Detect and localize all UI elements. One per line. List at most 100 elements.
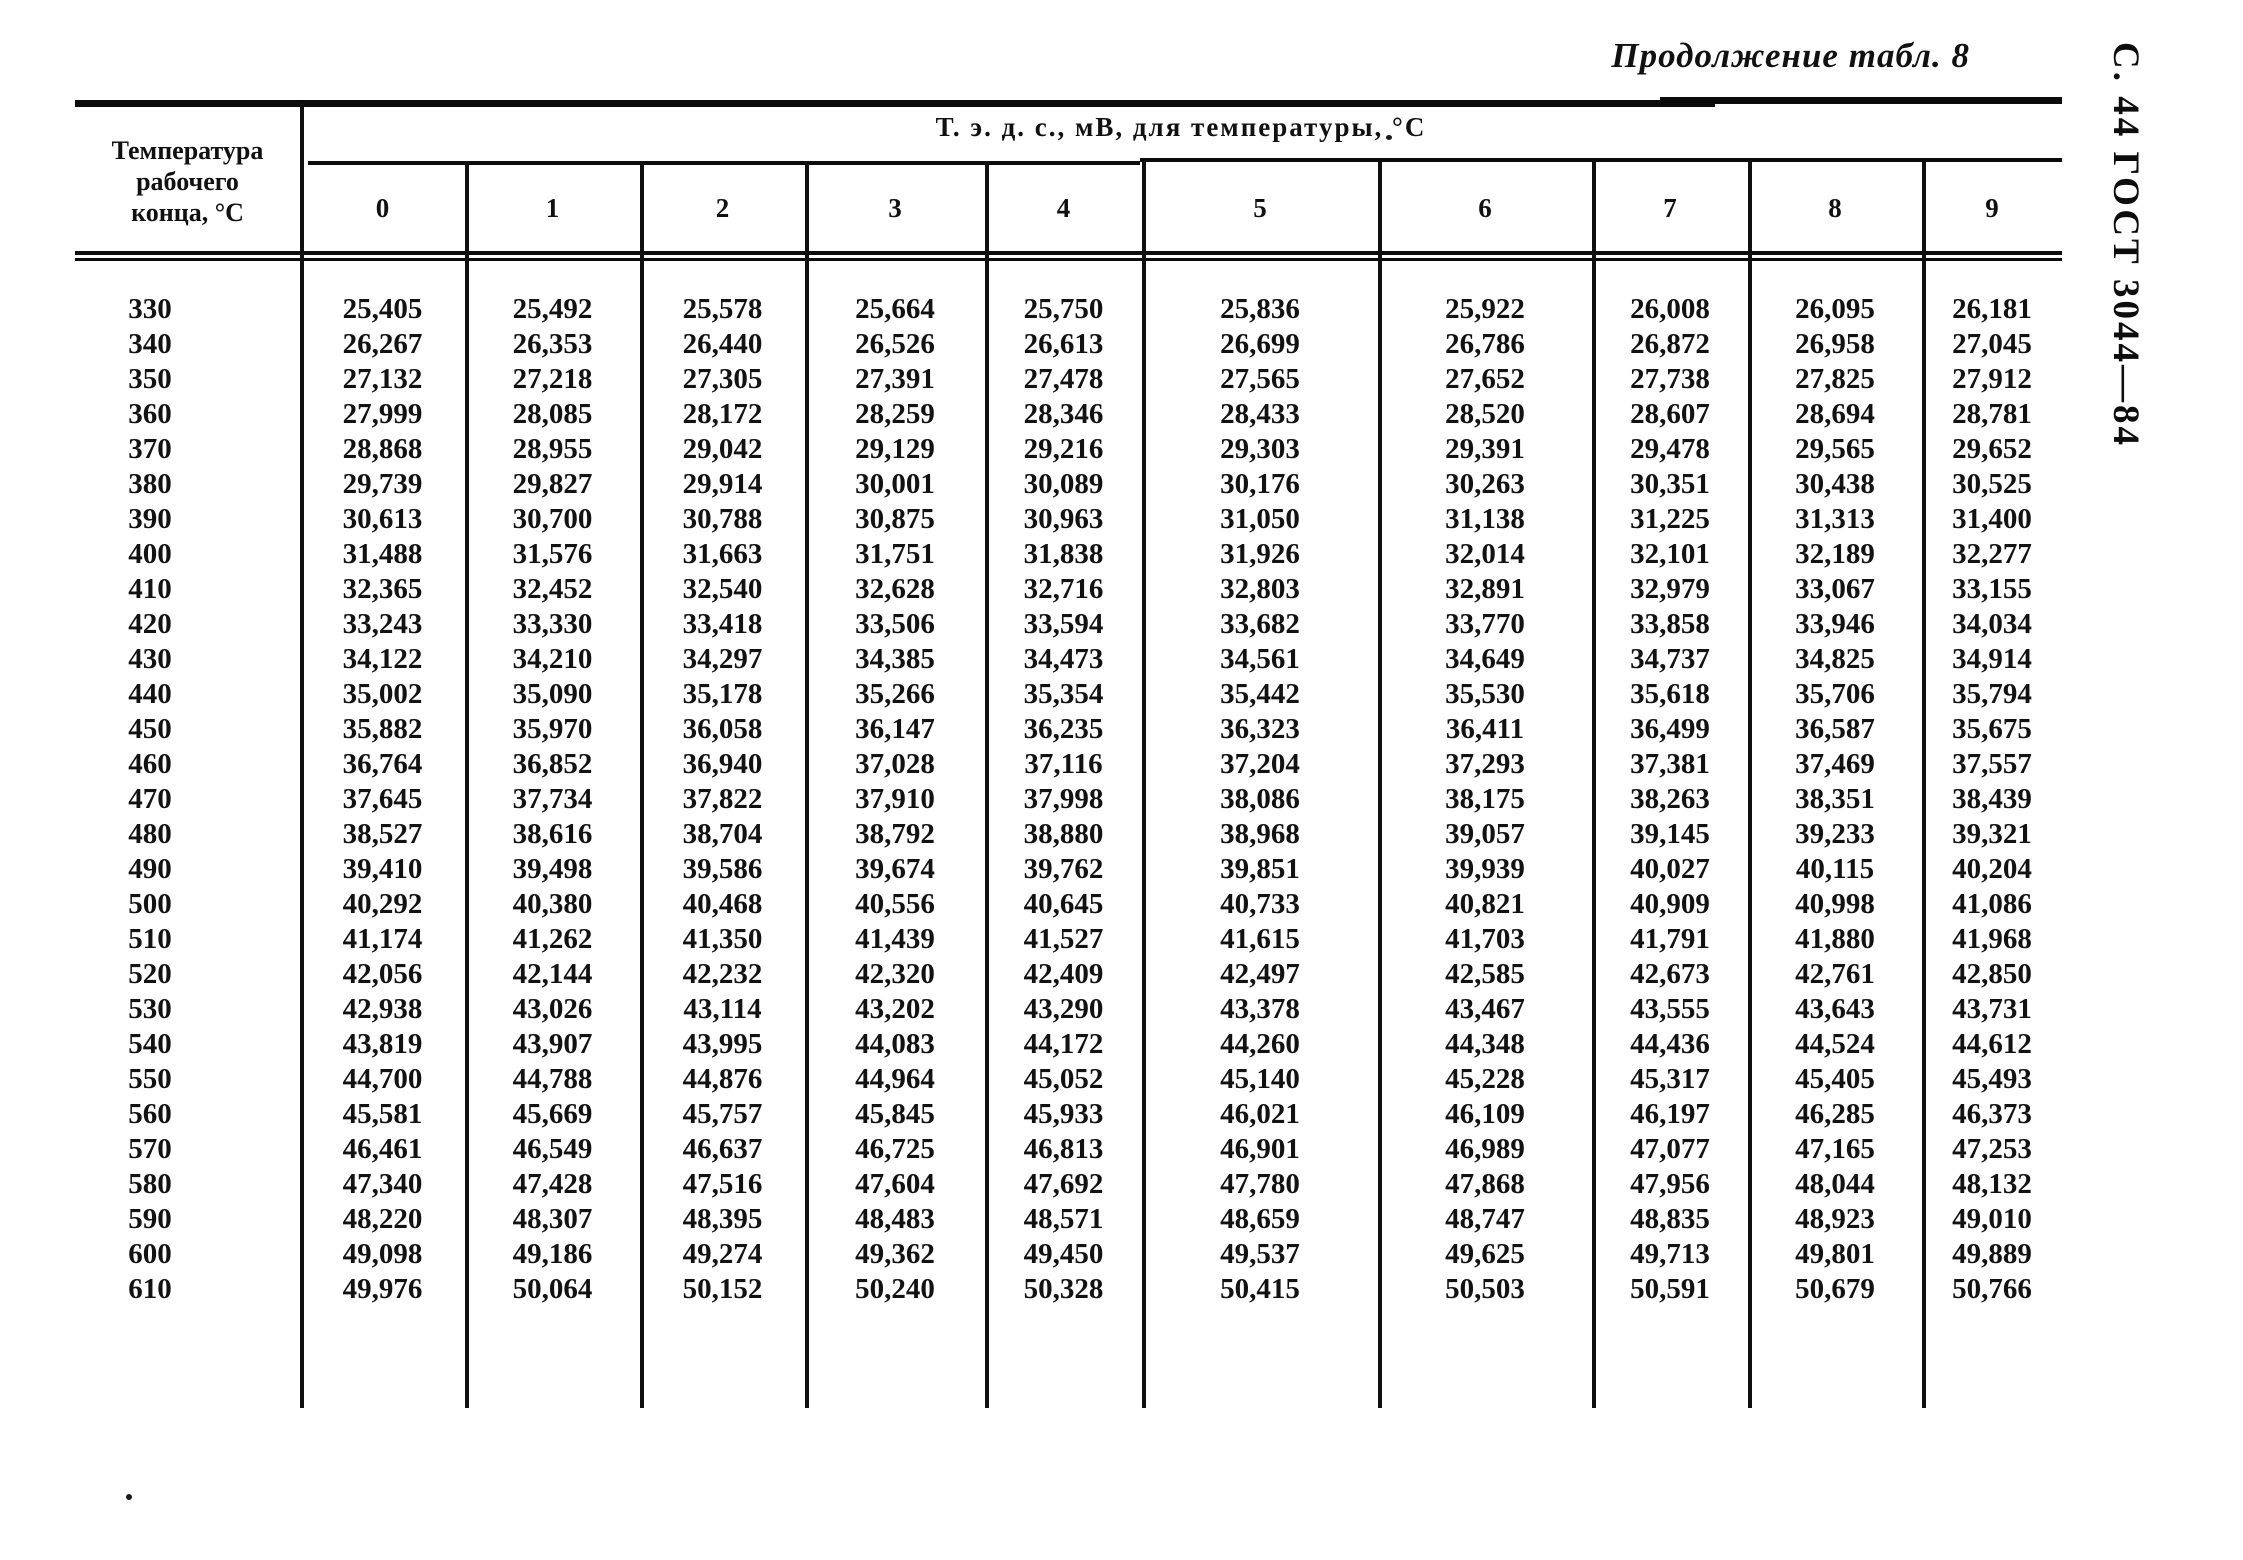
col-header-4: 4 <box>1056 193 1071 223</box>
column-divider <box>1592 161 1596 1408</box>
value-cell: 46,637 <box>682 1133 763 1165</box>
value-cell: 36,499 <box>1630 713 1710 745</box>
value-cell: 44,612 <box>1952 1028 2032 1060</box>
temp-cell: 570 <box>128 1133 172 1165</box>
value-cell: 43,378 <box>1220 993 1300 1025</box>
value-cell: 30,089 <box>1023 468 1104 500</box>
value-cell: 26,526 <box>855 328 935 360</box>
temp-cell: 490 <box>128 853 172 885</box>
value-cell: 38,792 <box>855 818 935 850</box>
value-cell: 25,578 <box>682 293 763 325</box>
column-divider <box>465 161 469 1408</box>
value-cell: 49,889 <box>1952 1238 2032 1270</box>
value-cell: 47,165 <box>1795 1133 1875 1165</box>
value-cell: 41,262 <box>512 923 593 955</box>
value-cell: 45,581 <box>342 1098 423 1130</box>
value-cell: 49,976 <box>342 1273 423 1305</box>
value-cell: 32,891 <box>1445 573 1525 605</box>
value-cell: 43,995 <box>682 1028 763 1060</box>
span-header-rule-left <box>308 161 1140 165</box>
value-cell: 35,618 <box>1630 678 1710 710</box>
value-cell: 31,050 <box>1220 503 1300 535</box>
value-cell: 43,202 <box>855 993 935 1025</box>
value-cell: 43,290 <box>1023 993 1104 1025</box>
value-cell: 46,549 <box>512 1133 593 1165</box>
temp-cell: 610 <box>128 1273 172 1305</box>
value-cell: 39,498 <box>512 853 593 885</box>
value-cell: 43,467 <box>1445 993 1525 1025</box>
value-cell: 34,034 <box>1952 608 2032 640</box>
table-row: 440 35,002 35,090 35,178 35,266 35,354 35,442 3… <box>75 677 2062 712</box>
value-cell: 30,613 <box>342 503 423 535</box>
value-cell: 45,845 <box>855 1098 935 1130</box>
value-cell: 48,044 <box>1795 1168 1875 1200</box>
column-headers-row: 0 1 2 3 4 5 6 7 8 9 <box>75 188 2062 228</box>
value-cell: 36,940 <box>682 748 763 780</box>
value-cell: 49,274 <box>682 1238 763 1270</box>
temp-cell: 600 <box>128 1238 172 1270</box>
value-cell: 46,021 <box>1220 1098 1300 1130</box>
value-cell: 44,260 <box>1220 1028 1300 1060</box>
value-cell: 35,675 <box>1952 713 2032 745</box>
value-cell: 37,557 <box>1952 748 2032 780</box>
value-cell: 45,405 <box>1795 1063 1875 1095</box>
value-cell: 32,452 <box>512 573 593 605</box>
value-cell: 26,008 <box>1630 293 1710 325</box>
value-cell: 30,001 <box>855 468 935 500</box>
value-cell: 45,493 <box>1952 1063 2032 1095</box>
value-cell: 41,703 <box>1445 923 1525 955</box>
value-cell: 43,114 <box>683 993 762 1025</box>
temp-cell: 460 <box>128 748 172 780</box>
value-cell: 47,428 <box>512 1168 593 1200</box>
temp-cell: 510 <box>128 923 172 955</box>
value-cell: 40,645 <box>1023 888 1104 920</box>
value-cell: 38,880 <box>1023 818 1104 850</box>
value-cell: 32,540 <box>682 573 763 605</box>
table-row: 550 44,700 44,788 44,876 44,964 45,052 45,140 4… <box>75 1062 2062 1097</box>
value-cell: 26,699 <box>1220 328 1300 360</box>
value-cell: 50,240 <box>855 1273 935 1305</box>
value-cell: 26,181 <box>1952 293 2032 325</box>
value-cell: 40,821 <box>1445 888 1525 920</box>
value-cell: 41,968 <box>1952 923 2032 955</box>
value-cell: 29,914 <box>682 468 763 500</box>
value-cell: 35,970 <box>512 713 593 745</box>
temp-cell: 540 <box>128 1028 172 1060</box>
value-cell: 37,645 <box>342 783 423 815</box>
value-cell: 34,561 <box>1220 643 1300 675</box>
temp-header-line2: рабочего <box>136 166 239 196</box>
value-cell: 33,682 <box>1220 608 1300 640</box>
value-cell: 43,026 <box>512 993 593 1025</box>
table-row: 590 48,220 48,307 48,395 48,483 48,571 48,659 4… <box>75 1202 2062 1237</box>
temp-cell: 380 <box>128 468 172 500</box>
value-cell: 37,381 <box>1630 748 1710 780</box>
value-cell: 31,751 <box>855 538 935 570</box>
table-top-border <box>75 100 1715 107</box>
value-cell: 34,914 <box>1952 643 2032 675</box>
value-cell: 50,503 <box>1445 1273 1525 1305</box>
value-cell: 28,694 <box>1795 398 1875 430</box>
value-cell: 50,064 <box>512 1273 593 1305</box>
value-cell: 39,851 <box>1220 853 1300 885</box>
value-cell: 32,716 <box>1023 573 1104 605</box>
table-row: 450 35,882 35,970 36,058 36,147 36,235 36,323 3… <box>75 712 2062 747</box>
column-divider <box>300 103 304 1408</box>
value-cell: 42,673 <box>1630 958 1710 990</box>
value-cell: 46,725 <box>855 1133 935 1165</box>
value-cell: 32,979 <box>1630 573 1710 605</box>
table-row: 330 25,405 25,492 25,578 25,664 25,750 25,836 2… <box>75 292 2062 327</box>
value-cell: 38,086 <box>1220 783 1300 815</box>
value-cell: 41,174 <box>342 923 423 955</box>
value-cell: 26,786 <box>1445 328 1525 360</box>
continuation-label: Продолжение табл. 8 <box>1611 36 1970 75</box>
value-cell: 32,101 <box>1630 538 1710 570</box>
value-cell: 27,305 <box>682 363 763 395</box>
value-cell: 34,737 <box>1630 643 1710 675</box>
value-cell: 39,762 <box>1023 853 1104 885</box>
value-cell: 31,400 <box>1952 503 2032 535</box>
value-cell: 47,692 <box>1023 1168 1104 1200</box>
value-cell: 50,415 <box>1220 1273 1300 1305</box>
value-cell: 31,926 <box>1220 538 1300 570</box>
temp-cell: 590 <box>128 1203 172 1235</box>
value-cell: 38,704 <box>682 818 763 850</box>
